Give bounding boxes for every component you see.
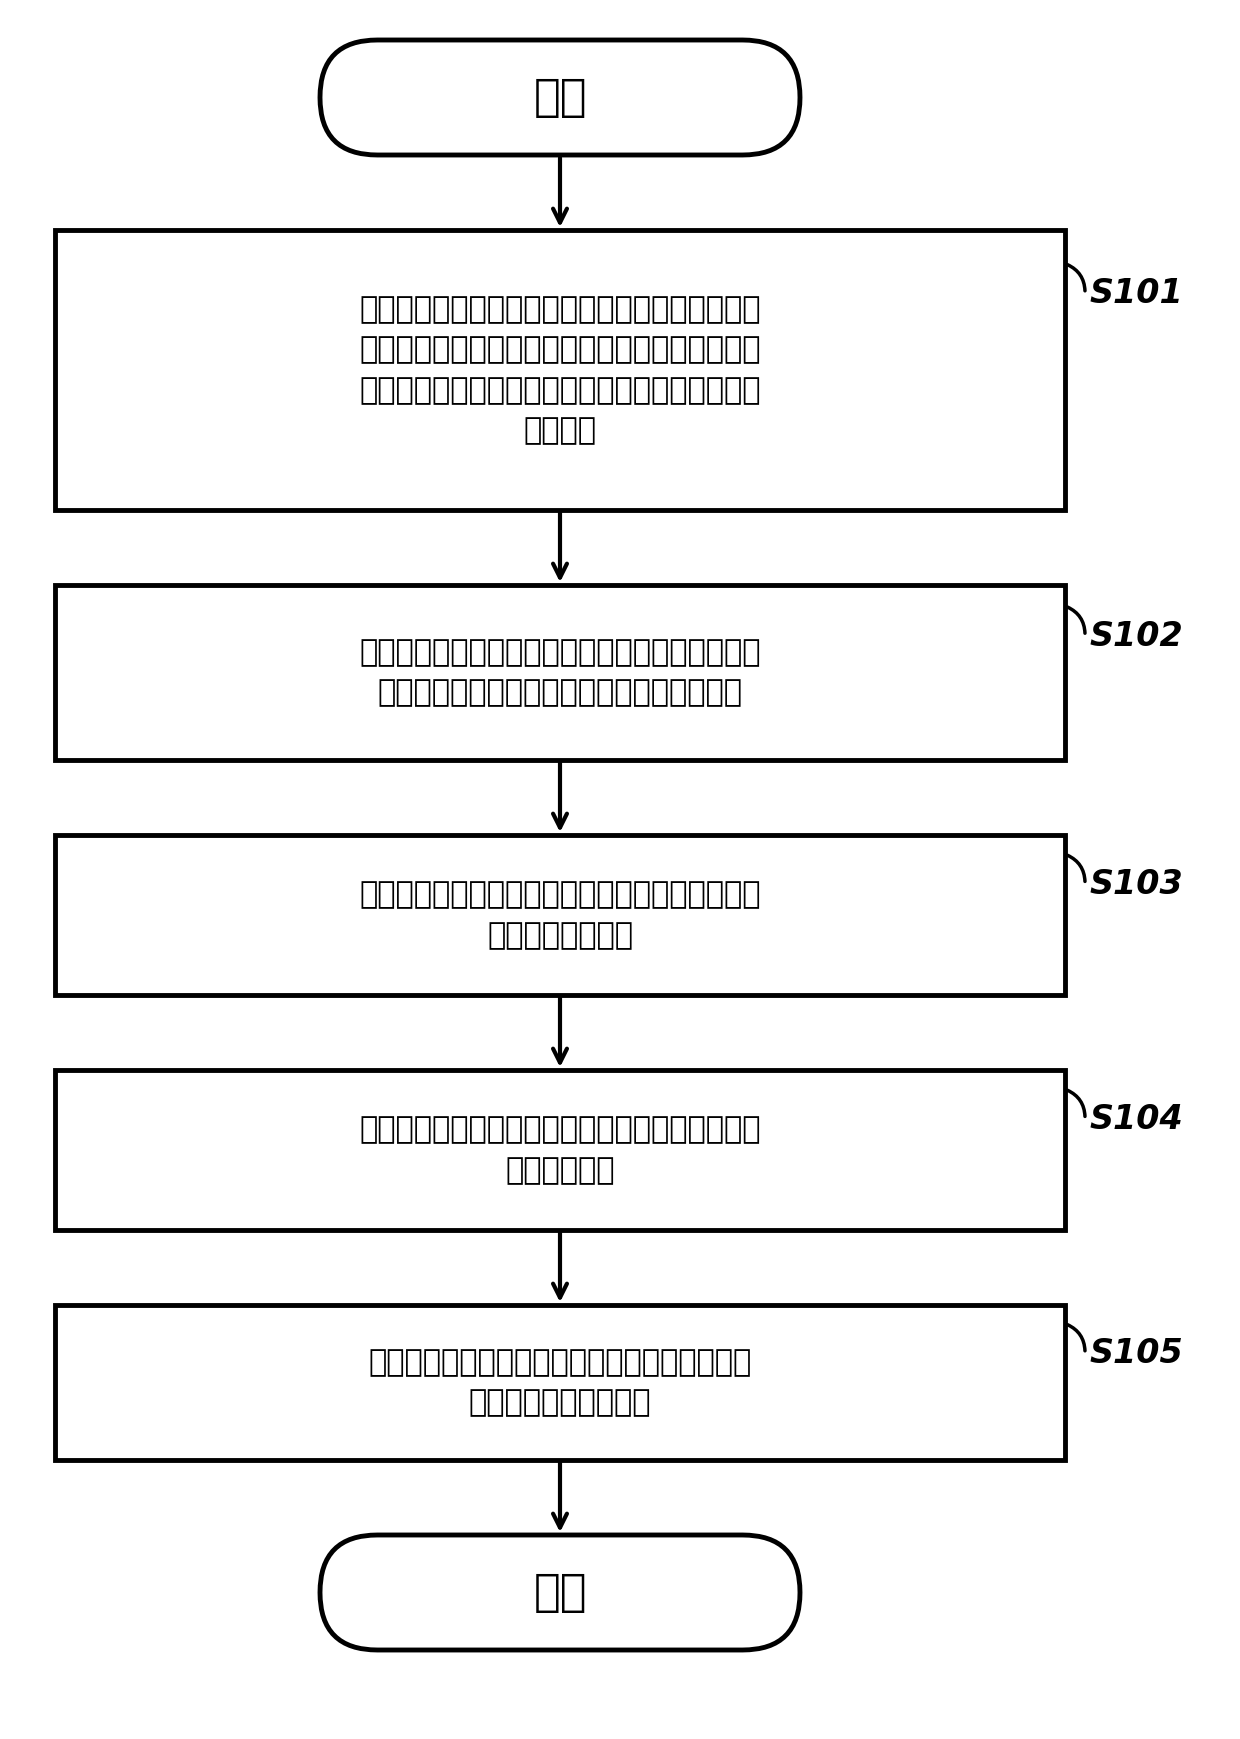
FancyBboxPatch shape [320,40,800,155]
FancyBboxPatch shape [320,1536,800,1650]
Bar [55,230,1065,510]
Text: 对黏土蚀变的火山岩在常规测井曲线上的响应特征
进行分析，优选反映黏土蚀变的敏感测井曲线: 对黏土蚀变的火山岩在常规测井曲线上的响应特征 进行分析，优选反映黏土蚀变的敏感测… [360,638,761,708]
Text: S102: S102 [1090,619,1184,652]
Text: 对所选取火山岩岩心样品进行薄片鉴定及扫描电镜
分析，确定其有无蚀变及蚀变类型，对黏土蚀变的
火山岩进行孔隙度测量和全岩矿物分析，确定出其
黏土含量: 对所选取火山岩岩心样品进行薄片鉴定及扫描电镜 分析，确定其有无蚀变及蚀变类型，对… [360,294,761,445]
Bar [55,1304,1065,1461]
Text: S104: S104 [1090,1103,1184,1136]
Text: 开始: 开始 [533,77,587,118]
Text: 利用实验得出的黏土含量和蚀变程度曲线建立黏土
含量计算模型: 利用实验得出的黏土含量和蚀变程度曲线建立黏土 含量计算模型 [360,1115,761,1184]
Bar [55,584,1065,760]
Text: 利用敏感测井曲线，构建一条能综合反映火山岩黏
土蚀变程度的曲线: 利用敏感测井曲线，构建一条能综合反映火山岩黏 土蚀变程度的曲线 [360,880,761,949]
Text: S101: S101 [1090,277,1184,310]
Text: S103: S103 [1090,868,1184,901]
Text: 利用研究区物性模型结合黏土含量曲线对蚀变的
火山岩进行孔隙度校正: 利用研究区物性模型结合黏土含量曲线对蚀变的 火山岩进行孔隙度校正 [368,1348,751,1417]
Bar [55,835,1065,995]
Text: S105: S105 [1090,1337,1184,1370]
Text: 结束: 结束 [533,1570,587,1614]
Bar [55,1069,1065,1229]
